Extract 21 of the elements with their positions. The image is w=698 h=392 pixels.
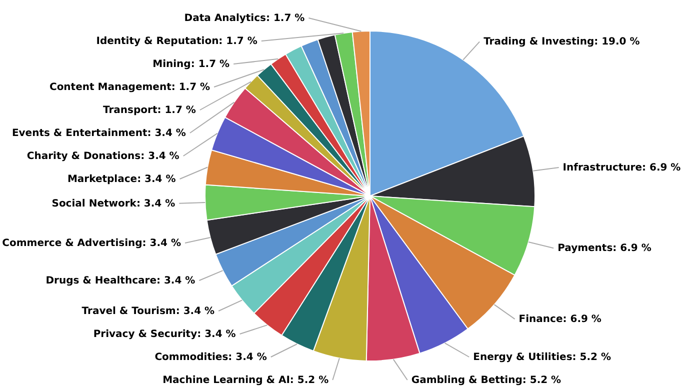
slice-label: Finance: 6.9 % xyxy=(518,314,602,326)
slice-label: Charity & Donations: 3.4 % xyxy=(26,151,180,162)
slice-label: Data Analytics: 1.7 % xyxy=(184,13,305,24)
slice-label: Identity & Reputation: 1.7 % xyxy=(96,36,258,47)
slice-label: Social Network: 3.4 % xyxy=(52,198,176,210)
slice-label: Energy & Utilities: 5.2 % xyxy=(473,352,611,363)
slice-label: Commodities: 3.4 % xyxy=(154,352,267,363)
slice-label: Mining: 1.7 % xyxy=(152,59,230,70)
slice-label: Privacy & Security: 3.4 % xyxy=(93,329,236,340)
slice-label: Events & Entertainment: 3.4 % xyxy=(12,128,186,139)
slice-label: Payments: 6.9 % xyxy=(558,243,652,254)
slice-label: Drugs & Healthcare: 3.4 % xyxy=(46,276,196,286)
slice-label: Marketplace: 3.4 % xyxy=(67,174,176,185)
slice-label: Transport: 1.7 % xyxy=(103,105,196,116)
slice-label: Trading & Investing: 19.0 % xyxy=(484,36,640,48)
slice-label: Commerce & Advertising: 3.4 % xyxy=(2,238,182,250)
slice-label: Content Management: 1.7 % xyxy=(49,82,210,93)
slice-label: Machine Learning & AI: 5.2 % xyxy=(162,375,329,386)
slice-label: Infrastructure: 6.9 % xyxy=(562,162,681,174)
slice-label: Travel & Tourism: 3.4 % xyxy=(82,306,215,317)
slice-label: Gambling & Betting: 5.2 % xyxy=(411,375,562,386)
